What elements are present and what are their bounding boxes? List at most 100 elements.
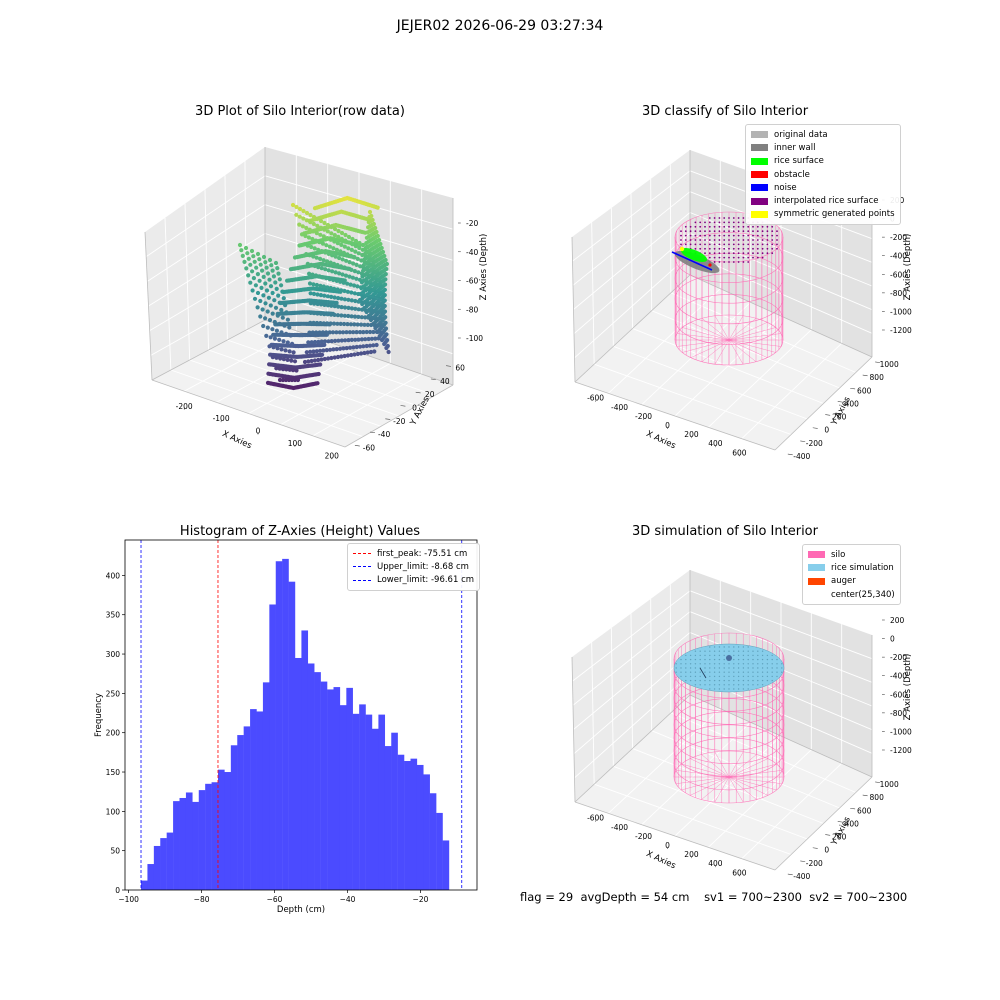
classify-obstacle-point	[708, 263, 712, 267]
sim-rice-grid-point	[742, 675, 745, 678]
raw-data-point	[357, 330, 363, 335]
sim-rice-grid-point	[680, 671, 682, 673]
raw-data-point	[265, 325, 270, 330]
raw-data-point	[318, 225, 323, 230]
legend-entry-obstacle: obstacle	[751, 168, 895, 181]
raw-data-point	[318, 362, 323, 367]
classify-interpolated-point	[694, 243, 697, 246]
raw-data-point	[335, 313, 340, 318]
histogram-y-tick-label: 0	[115, 886, 120, 895]
raw-data-point	[383, 282, 388, 287]
raw-data-point	[318, 311, 323, 316]
raw-data-point	[314, 330, 319, 335]
sim-rice-grid-point	[723, 667, 725, 669]
raw-data-point	[287, 367, 292, 372]
raw-data-point	[311, 320, 316, 325]
classify-interpolated-point	[728, 221, 730, 224]
classify-x-tick-label: -200	[635, 412, 652, 421]
raw-data-point	[277, 277, 282, 282]
raw-data-point	[384, 261, 389, 267]
sim-rice-grid-point	[737, 646, 740, 648]
raw-data-point	[270, 327, 275, 332]
sim-rice-grid-point	[747, 663, 749, 665]
sim-rice-grid-point	[747, 658, 749, 661]
sim-rice-grid-point	[752, 650, 754, 652]
sim-rice-grid-point	[675, 671, 677, 673]
raw-data-point	[314, 255, 319, 260]
raw-data-point	[357, 245, 362, 251]
raw-data-point	[283, 377, 289, 383]
sim-rice-grid-point	[733, 671, 735, 673]
classify-y-tick-label: 200	[832, 413, 847, 422]
simulation-legend: silo rice simulation auger center(25,340…	[802, 544, 901, 606]
classify-z-tick-label: -1200	[890, 326, 912, 335]
sim-rice-grid-point	[766, 667, 769, 669]
histogram-axes-frame	[124, 539, 478, 891]
raw-data-point	[351, 345, 356, 350]
raw-data-point	[339, 242, 344, 247]
raw-data-point	[349, 298, 354, 303]
classify-interpolated-point	[756, 239, 759, 241]
sim-silo-floor-spoke	[701, 754, 730, 778]
histogram-bar	[410, 758, 418, 890]
raw-data-point	[287, 349, 292, 354]
classify-interpolated-point	[732, 239, 735, 241]
sim-rice-grid-point	[733, 646, 735, 648]
raw-data-point	[278, 356, 283, 361]
raw-data-point	[345, 252, 350, 257]
classify-interpolated-point	[723, 239, 726, 241]
histogram-y-tick-label: 250	[106, 689, 121, 698]
raw-data-point	[301, 208, 306, 214]
raw-z-tick-label: -20	[466, 219, 478, 228]
sim-rice-grid-point	[771, 663, 773, 665]
raw-data-point	[304, 252, 309, 257]
sim-rice-grid-point	[757, 658, 759, 661]
sim-x-tick-label: 200	[684, 850, 699, 859]
raw-data-point	[307, 281, 313, 286]
raw-data-point	[265, 271, 271, 276]
classify-interpolated-point	[723, 225, 726, 228]
raw-edge	[151, 319, 266, 381]
legend-label: interpolated rice surface	[774, 196, 879, 207]
raw-data-point	[304, 218, 309, 223]
raw-data-point	[268, 284, 274, 289]
sim-rice-grid-point	[742, 679, 745, 682]
sim-rice-grid-point	[757, 663, 759, 665]
raw-data-point	[315, 223, 320, 228]
raw-data-point	[276, 271, 281, 276]
raw-data-point	[355, 351, 360, 357]
classify-interpolated-point	[752, 225, 754, 228]
raw-data-point	[255, 272, 260, 277]
raw-data-point	[383, 277, 388, 282]
raw-data-point	[273, 280, 278, 285]
classify-interpolated-point	[742, 221, 745, 224]
sim-rice-grid-point	[761, 658, 764, 661]
sim-rice-grid-point	[723, 684, 725, 686]
raw-data-point	[328, 260, 333, 265]
sim-rice-grid-point	[757, 650, 759, 652]
classify-silo-floor-spoke	[728, 322, 768, 341]
raw-data-point	[353, 298, 358, 304]
classify-interpolated-point	[718, 252, 721, 255]
classify-interpolated-point	[756, 234, 759, 237]
classify-interpolated-point	[680, 243, 682, 246]
sim-rice-grid-point	[713, 650, 716, 652]
classify-x-tick-label: -600	[587, 394, 604, 403]
classify-silo-floor-spoke	[728, 339, 776, 353]
classify-interpolated-point	[732, 243, 735, 246]
sim-rice-grid-point	[694, 650, 697, 652]
sim-rice-grid-point	[709, 688, 711, 690]
sim-rice-grid-point	[747, 650, 749, 652]
raw-data-point	[314, 231, 319, 236]
sim-grid-line	[689, 590, 873, 660]
raw-data-point	[310, 330, 315, 335]
raw-data-point	[334, 247, 339, 252]
classify-y-tick-mark	[850, 387, 856, 390]
raw-data-point	[325, 259, 330, 264]
histogram-bar	[429, 793, 437, 890]
sim-rice-grid-point	[737, 684, 740, 686]
sim-rice-grid-point	[761, 667, 764, 669]
raw-data-point	[365, 322, 370, 327]
sim-y-tick-mark	[837, 821, 843, 823]
raw-data-point	[368, 349, 374, 355]
